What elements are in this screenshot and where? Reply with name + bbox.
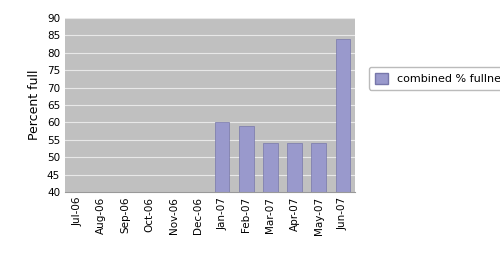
Bar bbox=[288, 143, 302, 192]
Y-axis label: Percent full: Percent full bbox=[28, 70, 42, 140]
Bar bbox=[239, 126, 254, 192]
Bar bbox=[263, 143, 278, 192]
Legend: combined % fullness: combined % fullness bbox=[370, 67, 500, 90]
Bar bbox=[215, 122, 230, 192]
Bar bbox=[336, 39, 350, 192]
Bar bbox=[312, 143, 326, 192]
